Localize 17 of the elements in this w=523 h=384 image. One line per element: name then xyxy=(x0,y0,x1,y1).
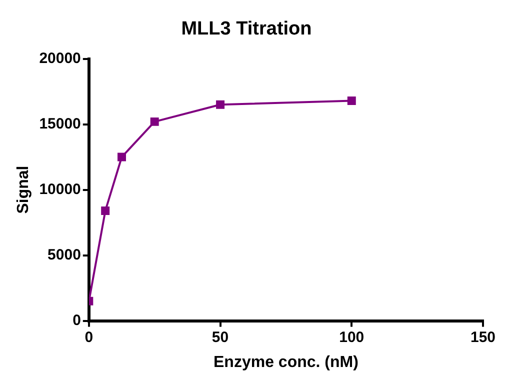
y-axis-title: Signal xyxy=(15,166,32,214)
x-tick-label: 50 xyxy=(212,328,229,346)
x-tick-label: 100 xyxy=(339,328,364,346)
point xyxy=(216,100,225,109)
point xyxy=(118,152,126,162)
y-tick-label: 15000 xyxy=(39,115,81,132)
y-tick-label: 0 xyxy=(72,312,81,329)
x-axis-title: Enzyme conc. (nM) xyxy=(214,354,358,371)
chart-title: MLL3 Titration xyxy=(181,18,312,40)
y-tick-label: 5000 xyxy=(48,246,81,264)
y-tick-label: 20000 xyxy=(39,50,81,67)
x-tick-label: 0 xyxy=(84,328,94,346)
x-tick-label: 150 xyxy=(470,328,496,346)
point xyxy=(347,96,356,105)
point xyxy=(101,206,110,216)
point xyxy=(150,117,159,126)
y-tick-label: 10000 xyxy=(39,180,81,198)
